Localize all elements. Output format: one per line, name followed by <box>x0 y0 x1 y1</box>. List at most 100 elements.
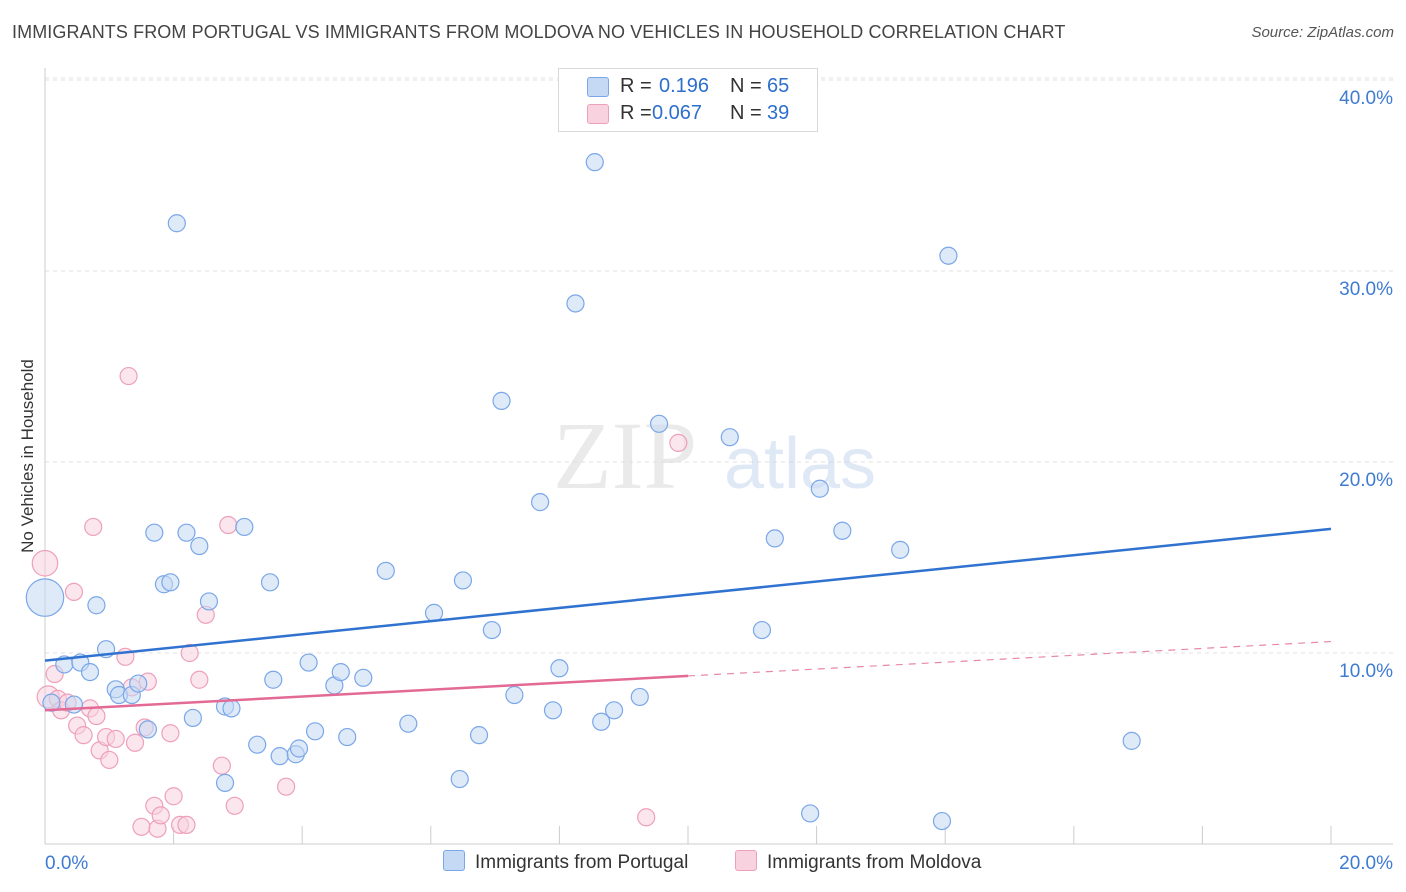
portugal-point <box>190 536 209 556</box>
portugal-point <box>305 722 325 741</box>
moldova-point <box>119 366 138 386</box>
moldova-trend-line <box>44 674 689 712</box>
portugal-point <box>177 523 196 542</box>
portugal-point <box>801 804 820 823</box>
bottom-legend-swatch-moldova <box>735 850 757 871</box>
legend-r-label: R = <box>620 75 652 97</box>
portugal-point <box>630 687 649 707</box>
moldova-point <box>151 806 170 825</box>
y-tick-label: 10.0% <box>1339 661 1393 682</box>
bottom-legend-swatch-portugal <box>443 850 465 871</box>
gridlines <box>45 77 1393 654</box>
moldova-point <box>219 515 238 535</box>
portugal-point <box>531 493 550 512</box>
portugal-point <box>720 428 739 447</box>
portugal-point <box>592 712 611 731</box>
portugal-point <box>289 739 309 758</box>
portugal-trend-line <box>44 527 1332 662</box>
moldova-point <box>106 729 125 749</box>
portugal-point <box>939 246 958 265</box>
y-tick-label: 40.0% <box>1339 88 1393 109</box>
trend-lines <box>44 527 1332 712</box>
bottom-legend-moldova: Immigrants from Moldova <box>735 850 981 874</box>
portugal-point <box>331 662 350 682</box>
legend-n-value: 65 <box>767 75 790 97</box>
portugal-point <box>453 571 473 590</box>
moldova-point <box>177 815 196 835</box>
legend-n-label: N = <box>730 102 762 124</box>
legend-r-value: 0.196 <box>659 75 710 97</box>
portugal-point <box>752 620 772 640</box>
portugal-point <box>891 540 910 559</box>
portugal-point <box>505 685 524 705</box>
moldova-point <box>669 433 688 452</box>
portugal-point <box>810 479 829 498</box>
watermark: ZIP atlas <box>553 402 876 509</box>
moldova-point <box>161 724 180 743</box>
portugal-point <box>129 674 148 693</box>
moldova-point <box>164 787 183 806</box>
portugal-point <box>270 747 289 766</box>
y-tick-label: 30.0% <box>1339 279 1393 300</box>
watermark-zip: ZIP <box>553 402 697 509</box>
legend-n-value: 39 <box>767 102 790 124</box>
portugal-point <box>161 573 180 592</box>
data-points <box>25 153 1141 838</box>
moldova-point <box>100 750 119 770</box>
axes <box>44 68 1393 845</box>
moldova-point <box>64 582 84 601</box>
x-tick-label: 20.0% <box>1339 853 1393 874</box>
moldova-point <box>74 726 93 745</box>
portugal-point <box>399 714 418 733</box>
portugal-point <box>543 701 563 720</box>
moldova-point <box>212 756 231 775</box>
moldova-point <box>125 733 145 752</box>
legend-swatch-portugal <box>587 77 609 97</box>
portugal-point <box>833 521 852 540</box>
y-axis-label: No Vehicles in Household <box>18 359 37 553</box>
moldova-point <box>190 670 209 689</box>
portugal-point <box>145 523 164 542</box>
bottom-legend-label-portugal: Immigrants from Portugal <box>475 852 689 873</box>
bottom-legend-portugal: Immigrants from Portugal <box>443 850 688 874</box>
portugal-point <box>469 726 489 745</box>
portugal-point <box>932 811 952 831</box>
moldova-point <box>87 706 106 726</box>
chart-title: IMMIGRANTS FROM PORTUGAL VS IMMIGRANTS F… <box>12 22 1066 42</box>
portugal-point <box>235 517 254 537</box>
moldova-point <box>637 808 656 827</box>
portugal-point <box>450 769 469 789</box>
portugal-point <box>482 620 501 640</box>
portugal-point <box>87 596 106 615</box>
legend-r-value: 0.067 <box>652 102 703 124</box>
moldova-point <box>31 549 59 577</box>
portugal-point <box>376 561 395 580</box>
legend-r-label: R = <box>620 102 652 124</box>
moldova-trend-extension <box>687 640 1332 677</box>
watermark-atlas: atlas <box>724 424 876 504</box>
portugal-point <box>550 659 569 678</box>
portugal-point <box>25 578 65 617</box>
tick-labels: 10.0% 20.0% 30.0% 40.0% 0.0% 20.0% <box>45 88 1393 874</box>
portugal-point <box>765 529 784 548</box>
portugal-point <box>80 662 100 682</box>
portugal-point <box>167 214 186 233</box>
bottom-legend-label-moldova: Immigrants from Moldova <box>767 852 982 873</box>
moldova-point <box>84 517 103 537</box>
moldova-point <box>225 796 244 815</box>
portugal-point <box>248 735 267 754</box>
portugal-point <box>138 720 157 739</box>
moldova-point <box>277 777 296 796</box>
portugal-point <box>338 727 357 747</box>
stats-legend: R = 0.196 N = 65 R = 0.067 N = 39 <box>558 68 818 132</box>
moldova-point <box>132 817 151 836</box>
portugal-point <box>64 695 84 714</box>
portugal-point <box>585 153 604 172</box>
portugal-point <box>566 294 585 313</box>
portugal-point <box>424 603 444 622</box>
legend-swatch-moldova <box>587 104 609 124</box>
legend-n-label: N = <box>730 75 762 97</box>
portugal-point <box>264 670 283 689</box>
moldova-point <box>180 643 199 663</box>
